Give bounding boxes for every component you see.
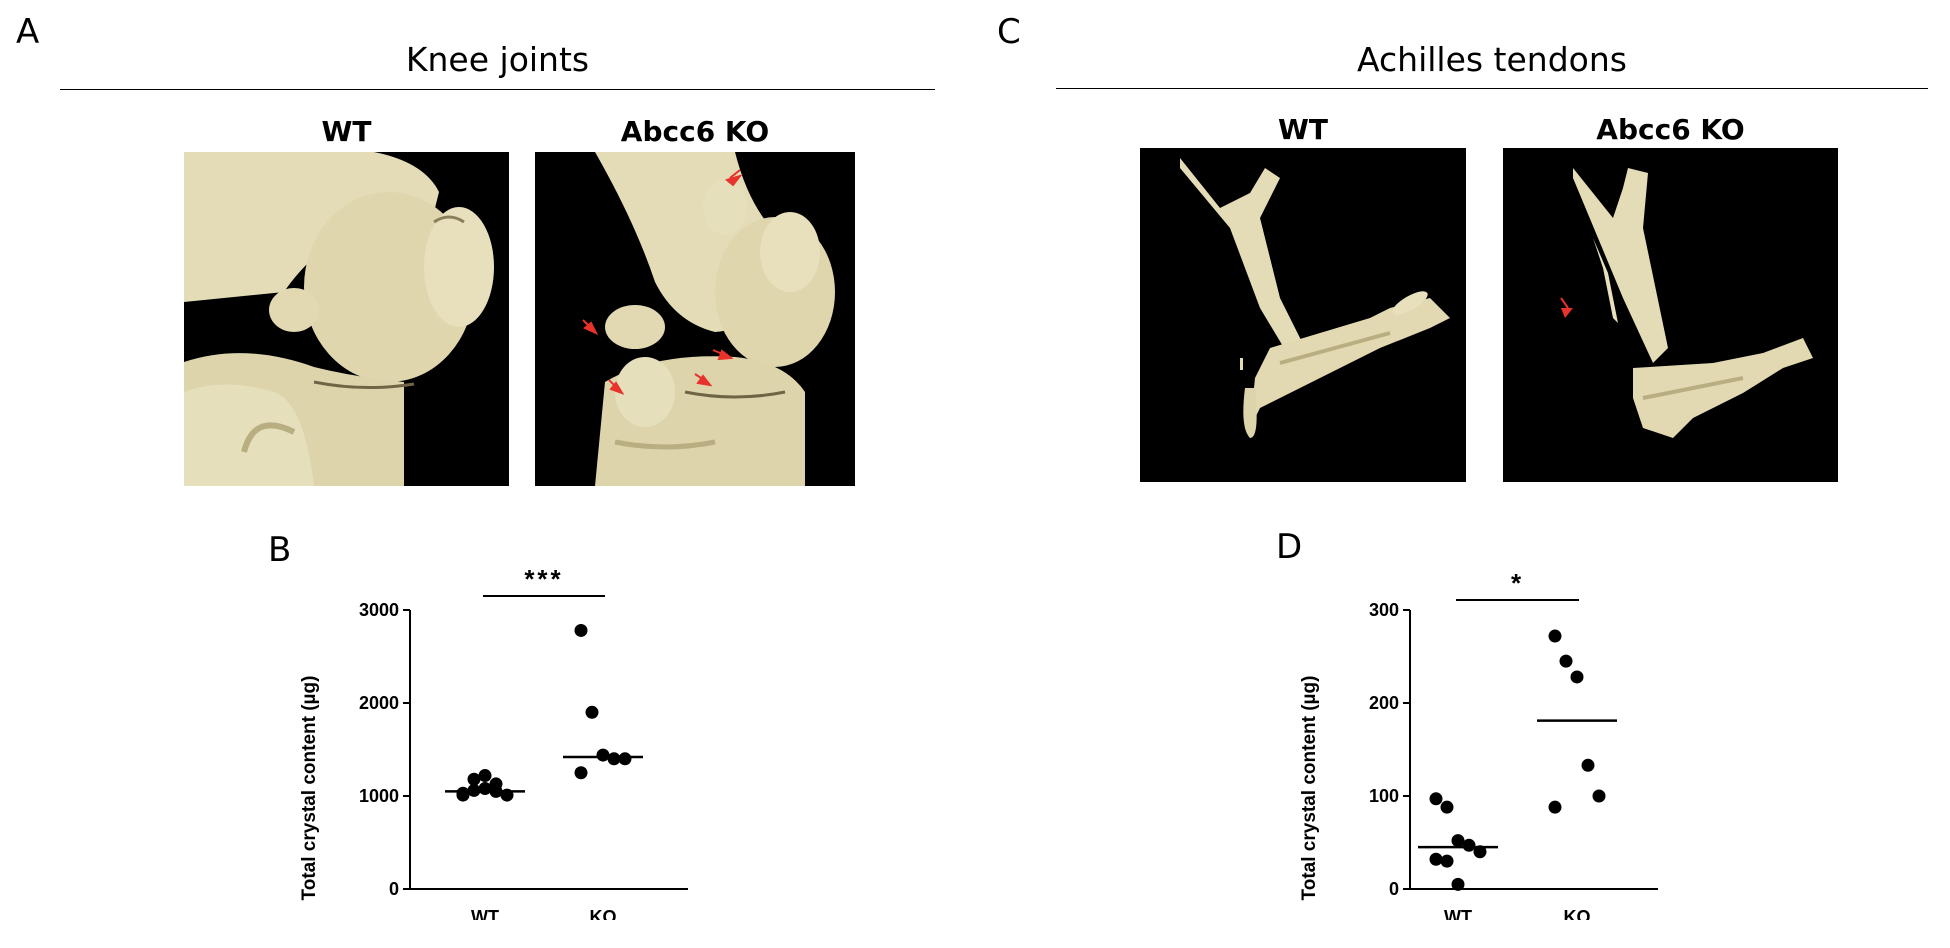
- data-point: [1559, 654, 1573, 668]
- y-tick-label: 1000: [359, 786, 399, 806]
- data-point: [1451, 877, 1465, 891]
- arrow-icon: [717, 349, 734, 361]
- significance-label: ***: [524, 570, 563, 594]
- panel-letter-d: D: [1276, 527, 1303, 567]
- panel-letter-a: A: [16, 12, 40, 52]
- y-tick-label: 0: [1389, 879, 1399, 899]
- arrow-icon: [724, 174, 743, 187]
- y-axis-label: Total crystal content (µg): [300, 676, 320, 901]
- data-point: [1451, 834, 1465, 848]
- achilles-wt-label: WT: [1278, 113, 1328, 146]
- arrow-icon: [609, 381, 625, 395]
- data-point: [1440, 854, 1454, 868]
- y-tick-label: 300: [1369, 600, 1399, 620]
- arrow-icon: [696, 374, 713, 387]
- data-point: [467, 772, 481, 786]
- achilles-title-rule: [1056, 88, 1928, 89]
- panel-letter-c: C: [997, 12, 1021, 52]
- data-point: [1570, 670, 1584, 684]
- knee-crystal-content-chart: Total crystal content (µg) 0 1000 2000 3000…: [300, 570, 688, 920]
- arrow-icon: [1561, 308, 1573, 318]
- achilles-wt-microct-image: [1140, 148, 1466, 482]
- data-point: [489, 777, 503, 791]
- significance-label: *: [1511, 570, 1524, 598]
- knee-joints-title: Knee joints: [405, 40, 590, 79]
- panel-letter-b: B: [268, 530, 292, 570]
- data-point: [574, 766, 588, 780]
- knee-ko-label: Abcc6 KO: [620, 115, 770, 148]
- knee-ko-calcification-arrows: [582, 169, 743, 395]
- x-tick-label: WT: [1444, 907, 1472, 920]
- data-point: [1548, 629, 1562, 643]
- achilles-ko-microct-image: [1503, 148, 1838, 482]
- data-point: [1462, 838, 1476, 852]
- x-tick-label: KO: [590, 907, 617, 920]
- data-point: [574, 623, 588, 637]
- data-point: [1429, 792, 1443, 806]
- knee-title-rule: [60, 89, 935, 90]
- data-point: [585, 705, 599, 719]
- data-point: [618, 752, 632, 766]
- knee-wt-label: WT: [321, 115, 372, 148]
- x-tick-label: KO: [1564, 907, 1591, 920]
- data-point: [1581, 758, 1595, 772]
- data-point: [1548, 800, 1562, 814]
- arrow-icon: [583, 321, 599, 336]
- y-axis-label: Total crystal content (µg): [1299, 676, 1320, 901]
- data-point: [1429, 852, 1443, 866]
- achilles-crystal-content-chart: Total crystal content (µg) 0 100 200 300 WT K…: [1299, 570, 1658, 920]
- achilles-tendons-title: Achilles tendons: [1357, 40, 1627, 79]
- data-point: [1473, 845, 1487, 859]
- y-tick-label: 2000: [359, 693, 399, 713]
- x-tick-label: WT: [471, 907, 499, 920]
- y-tick-label: 3000: [359, 600, 399, 620]
- achilles-ko-label: Abcc6 KO: [1596, 113, 1745, 146]
- data-point: [596, 748, 610, 762]
- knee-ko-microct-image: [535, 152, 855, 486]
- data-point: [478, 769, 492, 783]
- y-tick-label: 200: [1369, 693, 1399, 713]
- data-point: [1592, 789, 1606, 803]
- y-tick-label: 0: [389, 879, 399, 899]
- data-point: [456, 786, 470, 800]
- data-point: [1440, 800, 1454, 814]
- y-tick-label: 100: [1369, 786, 1399, 806]
- knee-wt-microct-image: [184, 152, 509, 486]
- data-point: [607, 752, 621, 766]
